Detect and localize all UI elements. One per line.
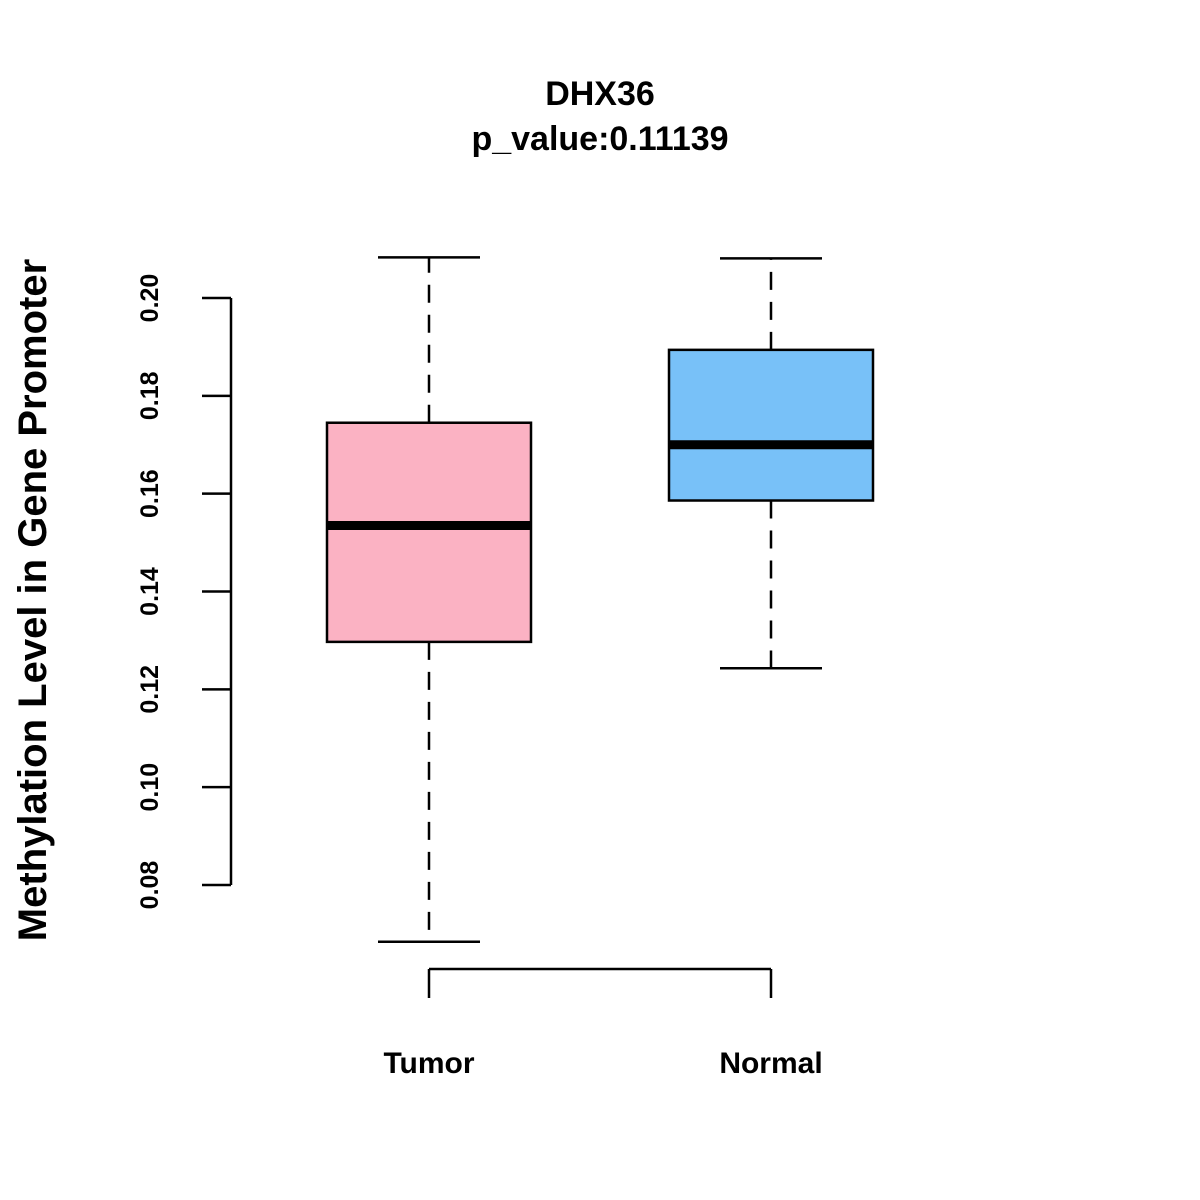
- y-tick-label: 0.18: [136, 371, 164, 420]
- iqr-box: [325, 421, 533, 644]
- chart-title: DHX36: [545, 75, 655, 113]
- chart-subtitle: p_value:0.11139: [471, 120, 728, 158]
- box-normal: [667, 257, 875, 670]
- y-axis: 0.08 0.10 0.12 0.14 0.16 0.18 0.20: [136, 274, 233, 910]
- y-tick-label: 0.20: [136, 274, 164, 323]
- y-tick-label: 0.14: [136, 567, 164, 616]
- x-tick-label-normal: Normal: [719, 1047, 822, 1080]
- x-tick-label-tumor: Tumor: [383, 1047, 474, 1080]
- x-axis: Tumor Normal: [383, 967, 823, 1080]
- y-tick-label: 0.08: [136, 861, 164, 910]
- y-tick-label: 0.12: [136, 665, 164, 714]
- iqr-box: [667, 348, 875, 502]
- y-axis-label: Methylation Level in Gene Promoter: [11, 259, 55, 941]
- y-tick-label: 0.16: [136, 469, 164, 518]
- y-tick-label: 0.10: [136, 763, 164, 812]
- box-tumor: [325, 256, 533, 943]
- boxes: [325, 256, 875, 943]
